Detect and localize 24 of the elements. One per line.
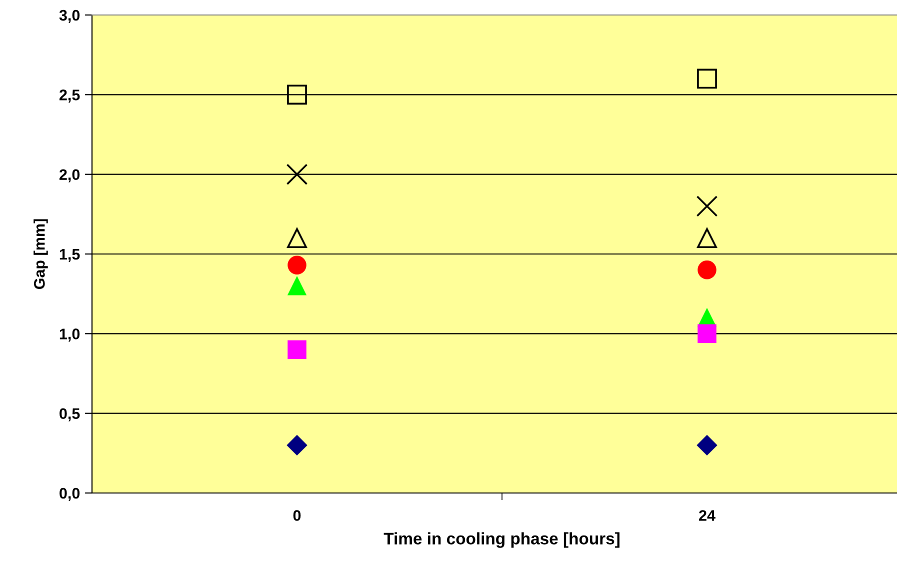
point (286, 435, 308, 456)
y-tick-label: 1,0 (60, 328, 80, 342)
y-axis-title: Gap [mm] (34, 219, 48, 290)
x-axis-title: Time in cooling phase [hours] (384, 532, 620, 548)
point (696, 196, 718, 217)
point (698, 324, 716, 344)
point (288, 340, 306, 359)
point (696, 435, 718, 456)
point (288, 276, 306, 296)
point (286, 164, 308, 185)
y-tick-label: 2,5 (59, 90, 80, 103)
x-tick-label: 0 (293, 510, 301, 521)
x-tick-label: 24 (699, 510, 716, 521)
point (287, 84, 307, 105)
point (698, 260, 716, 280)
point (287, 228, 307, 248)
y-tick-label: 0,0 (60, 488, 80, 501)
point (697, 228, 717, 248)
point (288, 256, 306, 275)
point (697, 68, 717, 89)
y-tick-label: 3,0 (59, 10, 80, 23)
y-tick-label: 2,0 (59, 169, 80, 182)
y-tick-label: 1,5 (60, 249, 80, 262)
y-tick-label: 0,5 (60, 408, 80, 422)
